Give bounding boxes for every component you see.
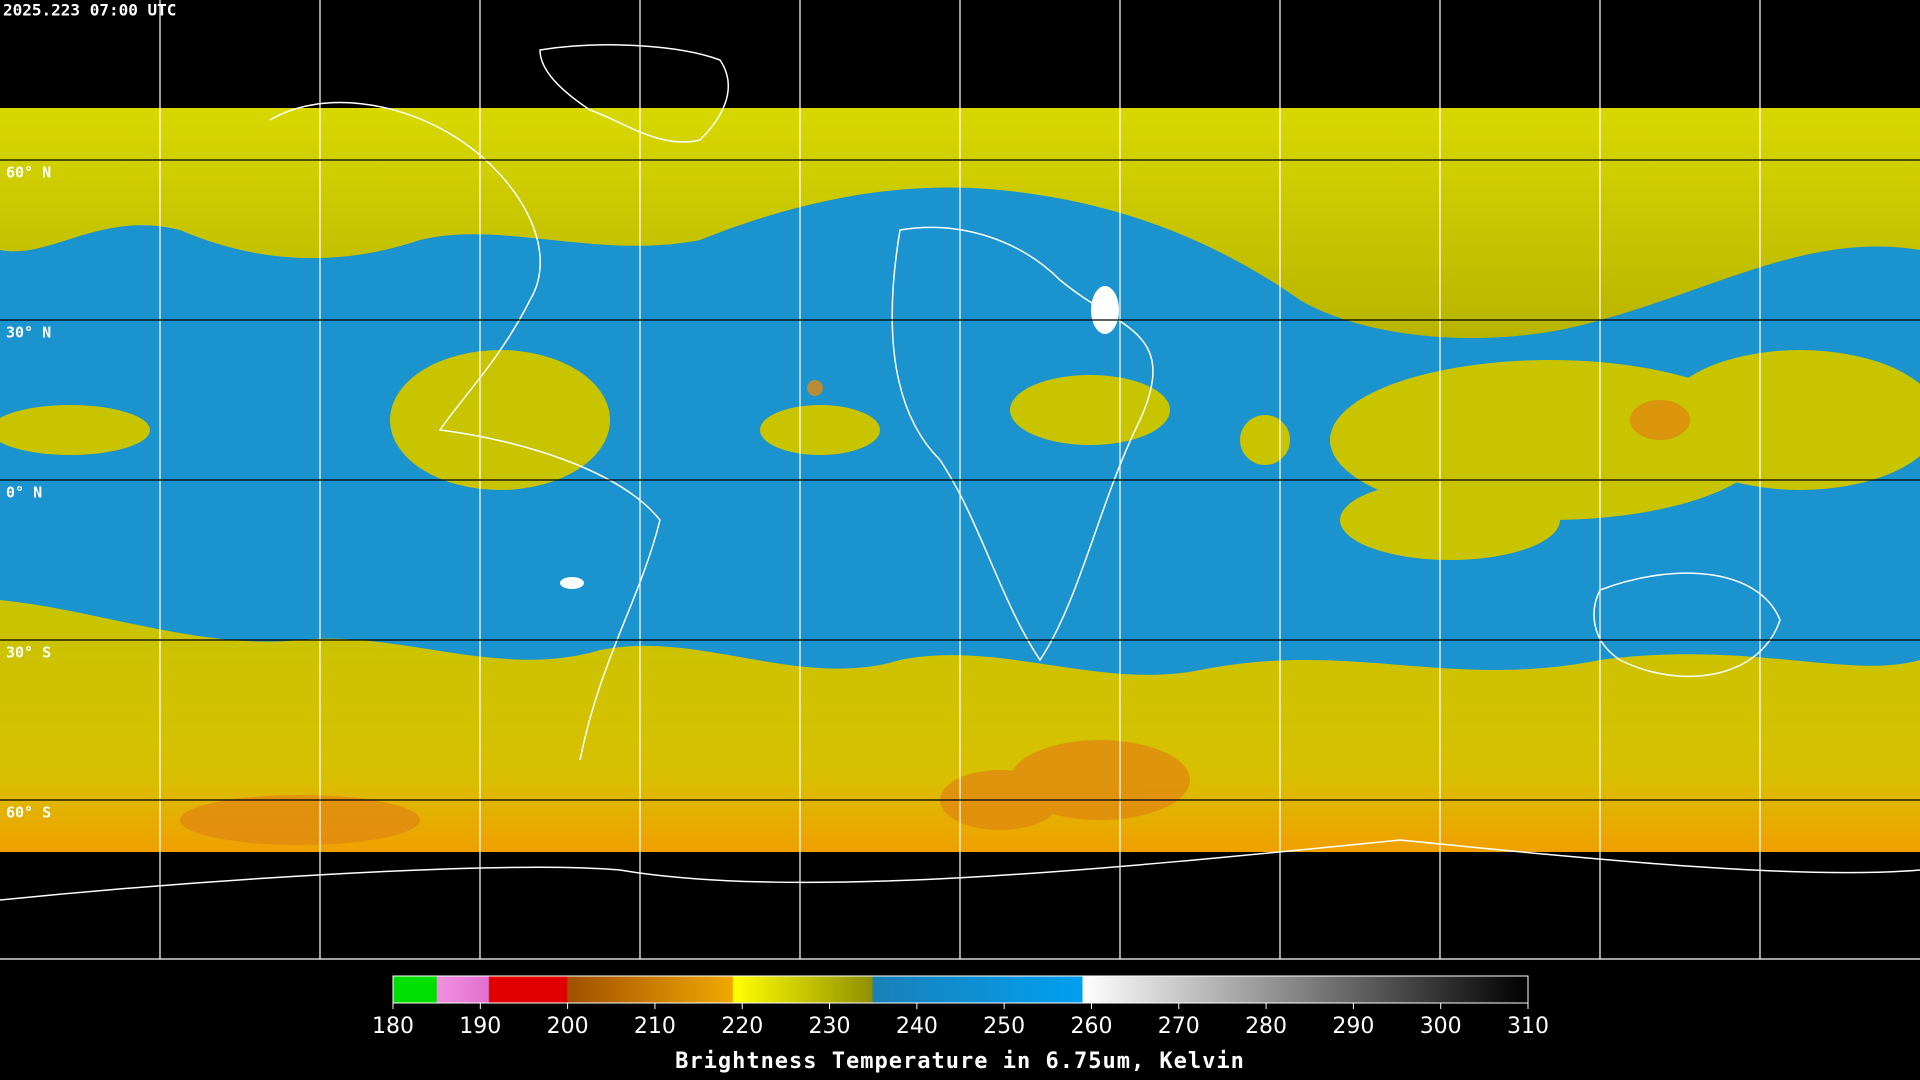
colorbar-tick-label: 200 <box>547 1014 589 1039</box>
latitude-label: 60° S <box>6 804 51 822</box>
colorbar-label: Brightness Temperature in 6.75um, Kelvin <box>675 1049 1245 1074</box>
colorbar-tick-label: 190 <box>459 1014 501 1039</box>
colorbar-tick-label: 310 <box>1507 1014 1549 1039</box>
latitude-label: 30° N <box>6 324 51 342</box>
latitude-label: 0° N <box>6 484 42 502</box>
latitude-labels: 60° N 30° N 0° N 30° S 60° S <box>6 164 51 822</box>
colorbar-tick-label: 300 <box>1420 1014 1462 1039</box>
warm-spots <box>560 286 1119 589</box>
colorbar-tick-label: 250 <box>983 1014 1025 1039</box>
timestamp: 2025.223 07:00 UTC <box>3 1 176 20</box>
colorbar-tick-label: 280 <box>1245 1014 1287 1039</box>
colorbar-tick-label: 180 <box>372 1014 414 1039</box>
latitude-label: 60° N <box>6 164 51 182</box>
latitude-label: 30° S <box>6 644 51 662</box>
colorbar-tick-label: 290 <box>1332 1014 1374 1039</box>
colorbar-tick-label: 210 <box>634 1014 676 1039</box>
graticule <box>0 0 1920 960</box>
colorbar-tick-label: 260 <box>1070 1014 1112 1039</box>
colorbar-tick-label: 240 <box>896 1014 938 1039</box>
colorbar-tick-label: 270 <box>1158 1014 1200 1039</box>
colorbar-tick-label: 230 <box>809 1014 851 1039</box>
colorbar-tick-label: 220 <box>721 1014 763 1039</box>
colorbar-ticks: 180 190 200 210 220 230 240 250 260 270 280 290 300 3… <box>372 1003 1549 1039</box>
coastlines <box>0 44 1920 901</box>
colorbar <box>392 975 1529 1004</box>
